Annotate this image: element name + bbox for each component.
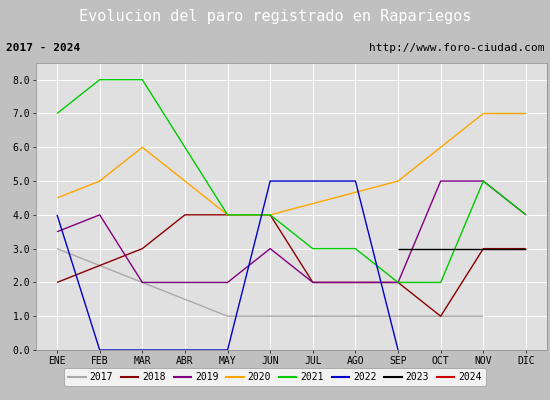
2017 bbox=[224, 314, 231, 319]
2021 bbox=[267, 212, 273, 217]
2019 bbox=[437, 179, 444, 184]
2020 bbox=[522, 111, 529, 116]
2022 bbox=[96, 348, 103, 352]
2021 bbox=[96, 77, 103, 82]
2022 bbox=[267, 179, 273, 184]
2018 bbox=[139, 246, 146, 251]
2021 bbox=[224, 212, 231, 217]
2019 bbox=[54, 229, 60, 234]
2020 bbox=[480, 111, 487, 116]
2023 bbox=[480, 246, 487, 251]
2018 bbox=[96, 263, 103, 268]
2020 bbox=[267, 212, 273, 217]
2022 bbox=[54, 212, 60, 217]
2020 bbox=[437, 145, 444, 150]
2021 bbox=[437, 280, 444, 285]
Text: http://www.foro-ciudad.com: http://www.foro-ciudad.com bbox=[369, 43, 544, 53]
2018 bbox=[395, 280, 402, 285]
2021 bbox=[139, 77, 146, 82]
2018 bbox=[224, 212, 231, 217]
2020 bbox=[96, 179, 103, 184]
Line: 2019: 2019 bbox=[57, 181, 526, 282]
2018 bbox=[182, 212, 188, 217]
2020 bbox=[139, 145, 146, 150]
2018 bbox=[54, 280, 60, 285]
2021 bbox=[480, 179, 487, 184]
Line: 2018: 2018 bbox=[57, 215, 526, 316]
2019 bbox=[352, 280, 359, 285]
Text: Evolucion del paro registrado en Rapariegos: Evolucion del paro registrado en Raparie… bbox=[79, 10, 471, 24]
2018 bbox=[267, 212, 273, 217]
2017 bbox=[54, 246, 60, 251]
2018 bbox=[522, 246, 529, 251]
Line: 2021: 2021 bbox=[57, 80, 526, 282]
2018 bbox=[352, 280, 359, 285]
2020 bbox=[224, 212, 231, 217]
2020 bbox=[182, 179, 188, 184]
2020 bbox=[395, 179, 402, 184]
2022 bbox=[395, 348, 402, 352]
2019 bbox=[139, 280, 146, 285]
2022 bbox=[224, 348, 231, 352]
2022 bbox=[352, 179, 359, 184]
Legend: 2017, 2018, 2019, 2020, 2021, 2022, 2023, 2024: 2017, 2018, 2019, 2020, 2021, 2022, 2023… bbox=[64, 368, 486, 386]
2019 bbox=[267, 246, 273, 251]
2017 bbox=[310, 314, 316, 319]
2023 bbox=[522, 246, 529, 251]
2020 bbox=[54, 196, 60, 200]
Line: 2020: 2020 bbox=[57, 114, 526, 215]
2017 bbox=[480, 314, 487, 319]
2018 bbox=[437, 314, 444, 319]
2021 bbox=[522, 212, 529, 217]
2018 bbox=[480, 246, 487, 251]
2019 bbox=[224, 280, 231, 285]
2022 bbox=[310, 179, 316, 184]
2021 bbox=[310, 246, 316, 251]
2019 bbox=[182, 280, 188, 285]
2023 bbox=[395, 246, 402, 251]
2021 bbox=[395, 280, 402, 285]
Line: 2017: 2017 bbox=[57, 249, 483, 316]
2017 bbox=[395, 314, 402, 319]
2019 bbox=[310, 280, 316, 285]
2019 bbox=[522, 212, 529, 217]
2019 bbox=[96, 212, 103, 217]
2019 bbox=[480, 179, 487, 184]
2018 bbox=[310, 280, 316, 285]
2021 bbox=[54, 111, 60, 116]
2019 bbox=[395, 280, 402, 285]
2021 bbox=[352, 246, 359, 251]
Line: 2022: 2022 bbox=[57, 181, 398, 350]
Text: 2017 - 2024: 2017 - 2024 bbox=[6, 43, 80, 53]
